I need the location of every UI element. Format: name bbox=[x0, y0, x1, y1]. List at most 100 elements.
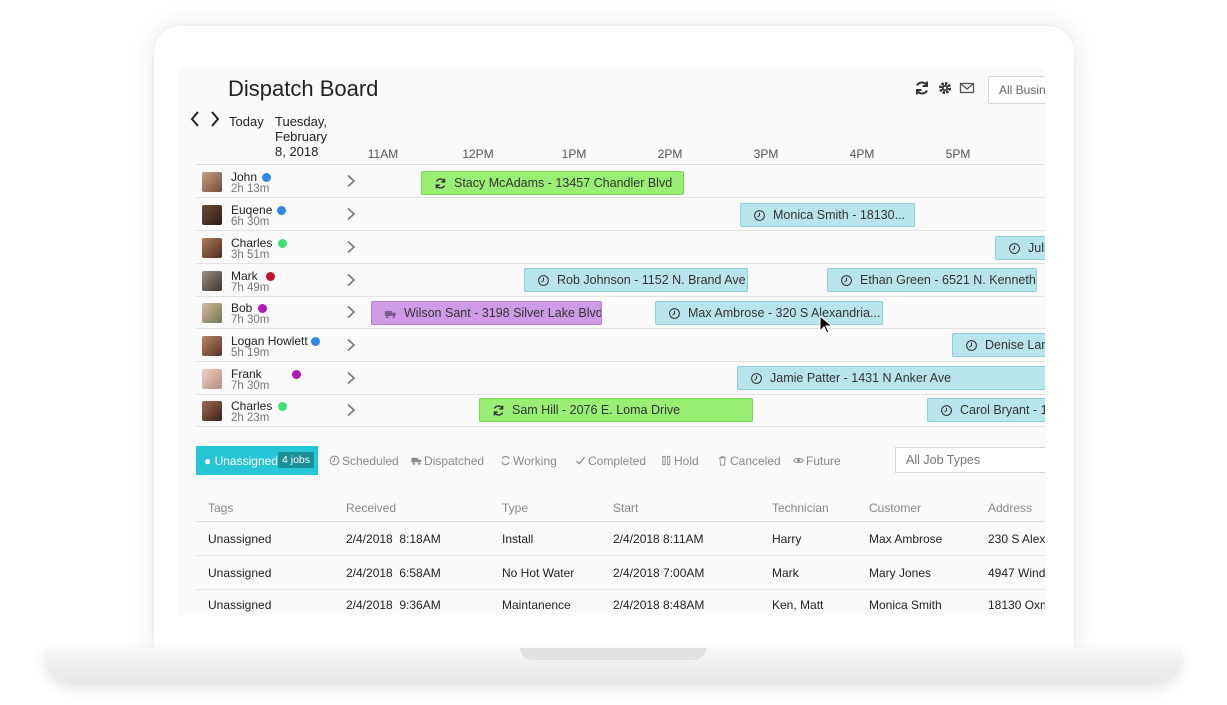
gear-icon[interactable] bbox=[937, 80, 955, 98]
technician-row: Bob 7h 30m bbox=[196, 297, 1045, 329]
truck-icon bbox=[384, 307, 398, 321]
chevron-right-icon bbox=[347, 371, 356, 385]
table-row[interactable]: Unassigned 2/4/2018 6:58AM No Hot Water … bbox=[196, 557, 1045, 590]
technician-row: Mark 7h 49m bbox=[196, 265, 1045, 297]
clock-icon bbox=[329, 455, 340, 466]
avatar bbox=[202, 271, 222, 291]
cell-received: 2/4/2018 6:58AM bbox=[346, 566, 441, 580]
cell-technician: Mark bbox=[772, 566, 799, 580]
job-bar[interactable]: Max Ambrose - 320 S Alexandria... bbox=[655, 301, 883, 325]
job-bar[interactable]: Wilson Sant - 3198 Silver Lake Blvd... bbox=[371, 301, 602, 325]
technician-hours: 7h 49m bbox=[231, 282, 270, 294]
technician-row: Euqene 6h 30m bbox=[196, 199, 1045, 231]
trash-icon bbox=[717, 455, 728, 466]
clock-icon bbox=[668, 307, 682, 321]
job-bar[interactable]: Carol Bryant - 15 bbox=[927, 398, 1045, 422]
expand-technician-button[interactable] bbox=[346, 403, 358, 419]
job-label: Jamie Patter - 1431 N Anker Ave bbox=[770, 371, 952, 385]
tab-unassigned[interactable]: ● Unassigned 4 jobs bbox=[196, 446, 318, 475]
cell-customer: Mary Jones bbox=[869, 566, 932, 580]
column-header: Received bbox=[346, 501, 397, 515]
technician-row: Frank 7h 30m bbox=[196, 363, 1045, 395]
expand-technician-button[interactable] bbox=[346, 174, 358, 190]
job-bar[interactable]: Ethan Green - 6521 N. Kenneth... bbox=[827, 268, 1037, 292]
technician-hours: 6h 30m bbox=[231, 216, 270, 228]
timeline-divider bbox=[196, 164, 1045, 165]
table-row[interactable]: Unassigned 2/4/2018 8:18AM Install 2/4/2… bbox=[196, 523, 1045, 556]
column-header: Technician bbox=[772, 501, 829, 515]
chevron-right-icon bbox=[347, 273, 356, 287]
truck-icon bbox=[411, 455, 422, 466]
expand-technician-button[interactable] bbox=[346, 273, 358, 289]
job-bar[interactable]: Sam Hill - 2076 E. Loma Drive bbox=[479, 398, 753, 422]
chevron-right-icon bbox=[347, 240, 356, 254]
refresh-icon bbox=[492, 404, 506, 418]
expand-technician-button[interactable] bbox=[346, 305, 358, 321]
today-button[interactable]: Today bbox=[229, 114, 264, 129]
tab-completed[interactable]: Completed bbox=[575, 454, 646, 468]
technician-name: Charles bbox=[231, 399, 273, 413]
job-status-tabs: ● Unassigned 4 jobs Scheduled Dispatched… bbox=[196, 446, 1045, 476]
dispatch-screen: Dispatch Board All Businesses Today Tues… bbox=[178, 68, 1045, 615]
clock-icon bbox=[750, 372, 764, 386]
status-dot bbox=[278, 239, 287, 248]
business-select[interactable]: All Businesses bbox=[988, 76, 1045, 104]
job-bar[interactable]: Stacy McAdams - 13457 Chandler Blvd bbox=[421, 171, 684, 195]
cell-received: 2/4/2018 9:36AM bbox=[346, 598, 441, 612]
job-label: Denise Lam bbox=[985, 338, 1045, 352]
expand-technician-button[interactable] bbox=[346, 338, 358, 354]
technician-name: Mark bbox=[231, 269, 258, 283]
checkmark-icon bbox=[575, 455, 586, 466]
tab-dispatched[interactable]: Dispatched bbox=[411, 454, 484, 468]
mail-icon[interactable] bbox=[959, 80, 977, 98]
chevron-right-icon bbox=[347, 403, 356, 417]
clock-icon bbox=[1008, 242, 1022, 256]
prev-day-button[interactable] bbox=[188, 110, 204, 130]
status-dot bbox=[258, 304, 267, 313]
technician-name: Charles bbox=[231, 236, 273, 250]
column-header: Start bbox=[613, 501, 639, 515]
expand-technician-button[interactable] bbox=[346, 371, 358, 387]
tab-future[interactable]: Future bbox=[793, 454, 841, 468]
cell-tags: Unassigned bbox=[208, 566, 272, 580]
refresh-icon bbox=[434, 177, 448, 191]
cell-received: 2/4/2018 8:18AM bbox=[346, 532, 441, 546]
avatar bbox=[202, 303, 222, 323]
job-bar[interactable]: Rob Johnson - 1152 N. Brand Ave bbox=[524, 268, 748, 292]
technician-name: Frank bbox=[231, 367, 262, 381]
avatar bbox=[202, 172, 222, 192]
column-header: Type bbox=[502, 501, 529, 515]
job-type-filter[interactable]: All Job Types bbox=[895, 447, 1045, 473]
next-day-button[interactable] bbox=[208, 110, 224, 130]
tab-canceled[interactable]: Canceled bbox=[717, 454, 781, 468]
cell-technician: Harry bbox=[772, 532, 802, 546]
refresh-icon bbox=[500, 455, 511, 466]
tab-working[interactable]: Working bbox=[500, 454, 557, 468]
job-label: Julie bbox=[1028, 241, 1045, 255]
job-bar[interactable]: Julie bbox=[995, 236, 1045, 260]
job-bar[interactable]: Monica Smith - 18130... bbox=[740, 203, 915, 227]
tab-hold[interactable]: Hold bbox=[661, 454, 699, 468]
tab-scheduled[interactable]: Scheduled bbox=[329, 454, 399, 468]
job-bar[interactable]: Jamie Patter - 1431 N Anker Ave bbox=[737, 366, 1045, 390]
time-tick: 3PM bbox=[753, 147, 779, 161]
refresh-icon[interactable] bbox=[914, 80, 932, 98]
cell-tags: Unassigned bbox=[208, 598, 272, 612]
eye-icon bbox=[793, 455, 804, 466]
job-label: Wilson Sant - 3198 Silver Lake Blvd... bbox=[404, 306, 602, 320]
clock-icon bbox=[537, 274, 551, 288]
cell-type: No Hot Water bbox=[502, 566, 575, 580]
mouse-cursor-icon bbox=[819, 315, 833, 334]
table-row[interactable]: Unassigned 2/4/2018 9:36AM Maintanence 2… bbox=[196, 589, 1045, 615]
expand-technician-button[interactable] bbox=[346, 207, 358, 223]
avatar bbox=[202, 238, 222, 258]
expand-technician-button[interactable] bbox=[346, 240, 358, 256]
technician-hours: 5h 19m bbox=[231, 347, 270, 359]
technician-hours: 2h 13m bbox=[231, 183, 270, 195]
time-tick: 2PM bbox=[657, 147, 683, 161]
cell-address: 4947 Winds bbox=[988, 566, 1045, 580]
cell-start: 2/4/2018 7:00AM bbox=[613, 566, 705, 580]
job-label: Ethan Green - 6521 N. Kenneth... bbox=[860, 273, 1037, 287]
column-header: Tags bbox=[208, 501, 234, 515]
job-bar[interactable]: Denise Lam bbox=[952, 333, 1045, 357]
